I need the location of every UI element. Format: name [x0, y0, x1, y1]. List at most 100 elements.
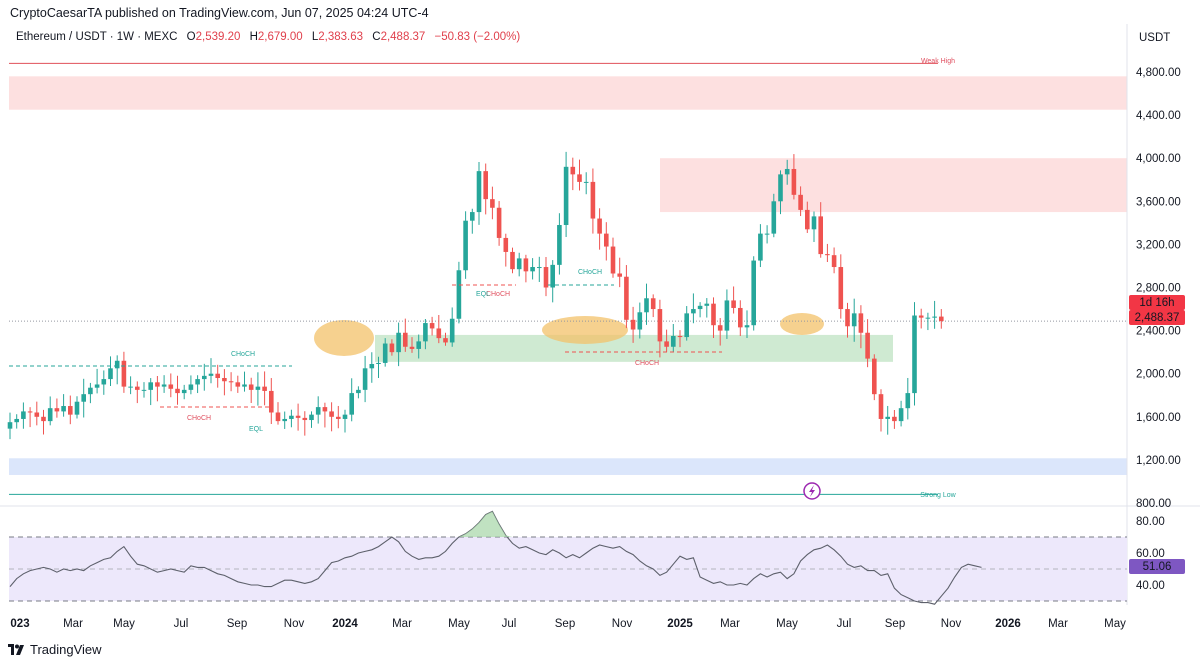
time-tick-label: Nov	[284, 618, 305, 630]
candle-body	[403, 332, 408, 347]
candle-body	[61, 406, 66, 412]
open-label: O	[186, 31, 196, 43]
price-tick-label: 800.00	[1136, 498, 1171, 510]
candle-body	[416, 341, 421, 349]
candle-body	[543, 267, 549, 288]
candle-body	[449, 318, 455, 343]
time-tick-label: Sep	[885, 618, 905, 630]
candle-body	[436, 328, 442, 339]
candle-body	[135, 386, 140, 390]
candle-body	[865, 332, 870, 359]
grid-layer	[0, 24, 1200, 605]
candle-body	[697, 305, 703, 310]
price-tick-label: 3,200.00	[1136, 239, 1181, 251]
supply-zone-top	[9, 76, 1127, 110]
candle-body	[195, 379, 200, 385]
candle-body	[610, 246, 616, 274]
footer: TradingView	[8, 642, 102, 657]
price-badge	[1129, 310, 1185, 325]
candle-body	[155, 382, 160, 387]
candle-body	[677, 335, 683, 338]
candle-body	[825, 254, 830, 256]
candle-body	[798, 194, 803, 210]
candle-body	[175, 388, 180, 394]
strong-low-label: Strong Low	[920, 492, 956, 499]
annotations-layer: Weak High Strong Low CHoCH CHoCH CHoCH CHoCH C…	[9, 58, 957, 500]
time-tick-label: May	[448, 618, 470, 630]
axes-layer: 800.00 1,200.00 1,600.00 2,000.00 2,400.00 2,…	[10, 67, 1185, 630]
candle-body	[590, 181, 596, 219]
candle-body	[362, 368, 368, 390]
candle-body	[851, 313, 857, 327]
high-value: 2,679.00	[257, 31, 303, 43]
candle-body	[664, 341, 669, 347]
candle-body	[21, 411, 26, 419]
candle-body	[262, 386, 267, 391]
close-label: C	[372, 31, 381, 43]
candle-body	[637, 312, 643, 330]
rsi-value-badge	[1129, 559, 1185, 574]
candle-body	[684, 313, 689, 338]
high-label: H	[249, 31, 258, 43]
close-value: 2,488.37	[380, 31, 426, 43]
candle-body	[644, 298, 649, 313]
candle-body	[382, 343, 388, 363]
candle-body	[503, 237, 509, 252]
candle-body	[161, 384, 167, 387]
candle-body	[577, 174, 582, 182]
candle-body	[791, 168, 797, 195]
candle-body	[831, 255, 837, 268]
price-tick-label: 2,800.00	[1136, 283, 1181, 295]
candle-body	[14, 418, 19, 423]
candle-body	[356, 389, 361, 394]
tradingview-logo-icon	[8, 643, 24, 655]
time-tick-label: Jul	[502, 618, 517, 630]
candle-body	[630, 319, 636, 330]
candle-body	[215, 373, 220, 379]
candle-body	[583, 181, 589, 183]
currency-label[interactable]: USDT	[1139, 32, 1171, 44]
time-tick-label: Mar	[720, 618, 740, 630]
time-tick-label: Jul	[174, 618, 189, 630]
candle-body	[778, 174, 783, 202]
highlight-ellipse	[780, 313, 824, 335]
candle-body	[121, 360, 127, 387]
candle-body	[744, 325, 750, 328]
candle-body	[758, 233, 763, 261]
chart-area[interactable]: Weak High Strong Low CHoCH CHoCH CHoCH CHoCH C…	[0, 0, 1200, 640]
rsi-tick-label: 60.00	[1136, 548, 1165, 560]
open-value: 2,539.20	[195, 31, 241, 43]
candles-layer	[7, 151, 944, 440]
time-tick-label: May	[113, 618, 135, 630]
footer-brand: TradingView	[30, 642, 102, 657]
candle-body	[738, 307, 743, 328]
candle-body	[476, 171, 482, 213]
candle-body	[429, 323, 435, 329]
symbol-legend: Ethereum / USDT · 1W · MEXC O2,539.20 H2…	[16, 31, 520, 43]
candle-body	[423, 323, 428, 342]
candle-body	[389, 343, 395, 353]
candle-body	[81, 394, 86, 402]
candle-body	[456, 270, 462, 319]
candle-body	[27, 411, 33, 413]
blue-zone	[9, 458, 1127, 475]
candle-body	[68, 406, 73, 415]
candle-body	[932, 316, 937, 318]
candle-body	[295, 415, 301, 418]
countdown-badge	[1129, 295, 1185, 310]
candle-body	[228, 381, 234, 383]
countdown-label: 1d 16h	[1139, 297, 1174, 309]
candle-body	[597, 218, 602, 234]
candle-body	[322, 407, 328, 412]
candle-body	[550, 264, 555, 288]
candle-body	[94, 384, 100, 388]
candle-body	[275, 412, 281, 422]
weak-high-label: Weak High	[921, 58, 955, 65]
candle-body	[717, 325, 723, 331]
time-tick-label: 2024	[332, 618, 358, 630]
price-tick-label: 2,400.00	[1136, 326, 1181, 338]
symbol-name[interactable]: Ethereum / USDT · 1W · MEXC	[16, 31, 178, 43]
choch-label: CHoCH	[578, 269, 602, 276]
candle-body	[845, 309, 850, 327]
candle-body	[912, 315, 917, 394]
